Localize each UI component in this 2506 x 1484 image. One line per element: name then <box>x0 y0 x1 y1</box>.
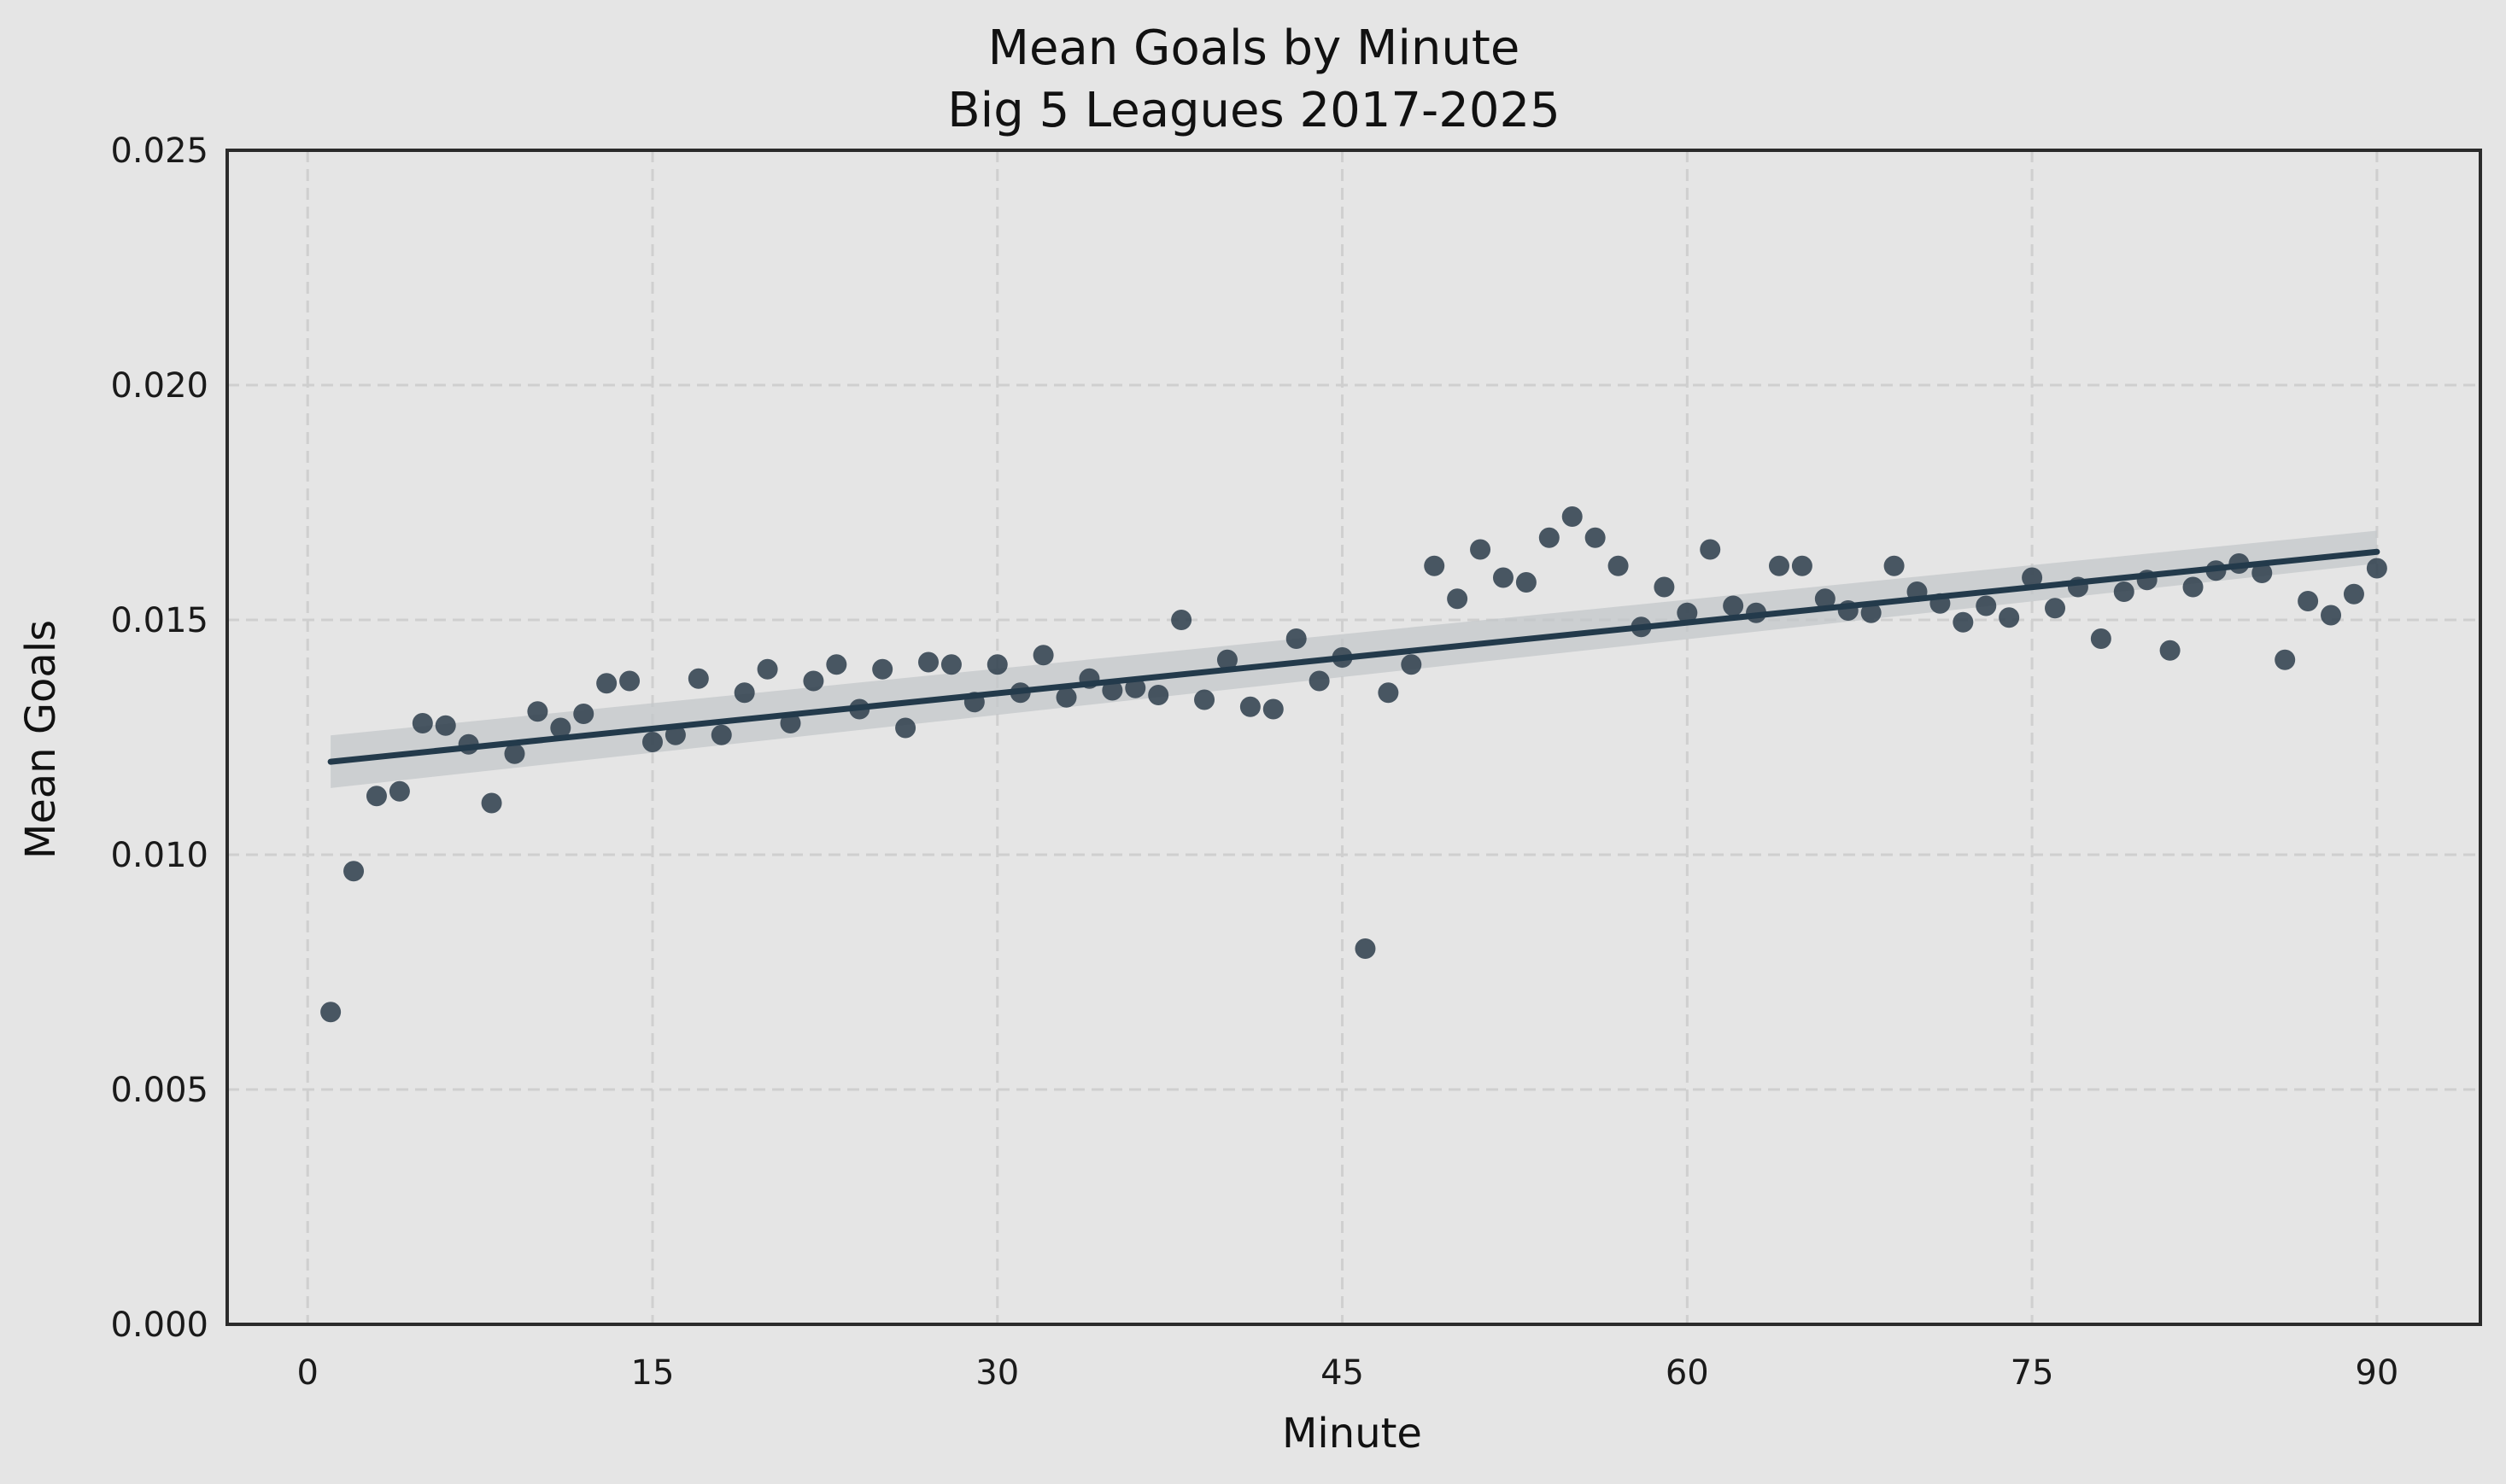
data-point <box>1056 686 1077 708</box>
data-point <box>1171 610 1192 630</box>
x-tick-label: 30 <box>975 1353 1019 1393</box>
y-axis-label: Mean Goals <box>17 620 65 859</box>
data-point <box>1561 506 1583 527</box>
data-point <box>1148 685 1169 705</box>
data-point <box>1194 689 1215 710</box>
data-point <box>1492 567 1514 588</box>
data-point <box>343 861 365 882</box>
data-point <box>1470 539 1491 560</box>
data-point <box>1515 572 1537 593</box>
data-point <box>366 786 387 807</box>
data-point <box>2090 628 2111 649</box>
data-point <box>2251 563 2273 583</box>
data-point <box>940 654 962 675</box>
data-point <box>2159 640 2181 661</box>
data-point <box>803 670 824 692</box>
data-point <box>1791 555 1812 576</box>
data-point <box>2321 605 2342 626</box>
data-point <box>1285 628 1307 649</box>
data-point <box>619 670 641 692</box>
axes-frame <box>225 149 2482 1326</box>
data-point <box>2113 581 2134 602</box>
data-point <box>1401 654 1422 675</box>
x-tick-label: 60 <box>1666 1353 1709 1393</box>
data-point <box>1860 602 1882 623</box>
data-point <box>757 658 778 680</box>
data-point <box>1677 602 1698 623</box>
data-point <box>1654 576 1675 598</box>
x-tick-label: 15 <box>631 1353 675 1393</box>
x-axis-label: Minute <box>1282 1410 1422 1458</box>
data-point <box>1999 607 2020 628</box>
data-point <box>2298 591 2319 611</box>
data-point <box>780 713 801 733</box>
data-point <box>987 654 1008 675</box>
data-point <box>2182 576 2204 598</box>
data-point <box>1239 696 1261 717</box>
data-point <box>1424 555 1445 576</box>
data-point <box>1538 527 1560 548</box>
data-point <box>504 743 525 764</box>
data-point <box>389 780 410 802</box>
data-point <box>872 658 893 680</box>
data-point <box>2275 649 2296 670</box>
data-point <box>1447 588 1468 610</box>
data-point <box>1953 611 1974 633</box>
data-point <box>641 732 663 752</box>
data-point <box>734 682 755 704</box>
data-point <box>1814 588 1836 610</box>
data-point <box>435 715 456 736</box>
data-point <box>481 792 502 814</box>
data-point <box>320 1002 342 1023</box>
data-point <box>1607 555 1629 576</box>
data-point <box>895 717 916 739</box>
y-tick-label: 0.010 <box>110 836 208 875</box>
data-point <box>1584 527 1606 548</box>
data-point <box>1102 680 1123 701</box>
data-point <box>596 673 618 694</box>
data-point <box>573 704 594 724</box>
data-point <box>2343 583 2364 605</box>
data-point <box>2045 598 2066 619</box>
regression-line <box>327 548 2380 765</box>
data-point <box>1355 938 1376 959</box>
data-point <box>688 668 709 689</box>
data-point <box>1033 645 1054 666</box>
data-point <box>1723 595 1744 616</box>
data-point <box>550 717 571 739</box>
y-tick-label: 0.020 <box>110 366 208 406</box>
data-point <box>527 701 548 722</box>
y-tick-label: 0.000 <box>110 1306 208 1345</box>
data-point <box>1309 670 1330 692</box>
data-point <box>711 724 732 745</box>
data-point <box>1262 698 1284 720</box>
x-tick-label: 90 <box>2355 1353 2398 1393</box>
data-point <box>1700 539 1721 560</box>
y-tick-label: 0.015 <box>110 601 208 640</box>
data-point <box>1378 682 1399 704</box>
data-point <box>412 713 433 733</box>
y-tick-label: 0.005 <box>110 1071 208 1110</box>
data-point <box>826 654 847 675</box>
x-tick-label: 0 <box>296 1353 318 1393</box>
data-point <box>1125 677 1146 698</box>
data-point <box>1216 649 1238 670</box>
data-point <box>1883 555 1905 576</box>
data-point <box>1768 555 1789 576</box>
x-tick-label: 75 <box>2011 1353 2054 1393</box>
chart-subtitle: Big 5 Leagues 2017-2025 <box>947 83 1560 138</box>
data-point <box>2366 558 2387 579</box>
data-point <box>918 651 940 673</box>
x-tick-label: 45 <box>1320 1353 1364 1393</box>
data-point <box>2022 567 2043 588</box>
data-point <box>1976 595 1997 616</box>
y-tick-label: 0.025 <box>110 131 208 171</box>
chart-title: Mean Goals by Minute <box>988 20 1520 76</box>
